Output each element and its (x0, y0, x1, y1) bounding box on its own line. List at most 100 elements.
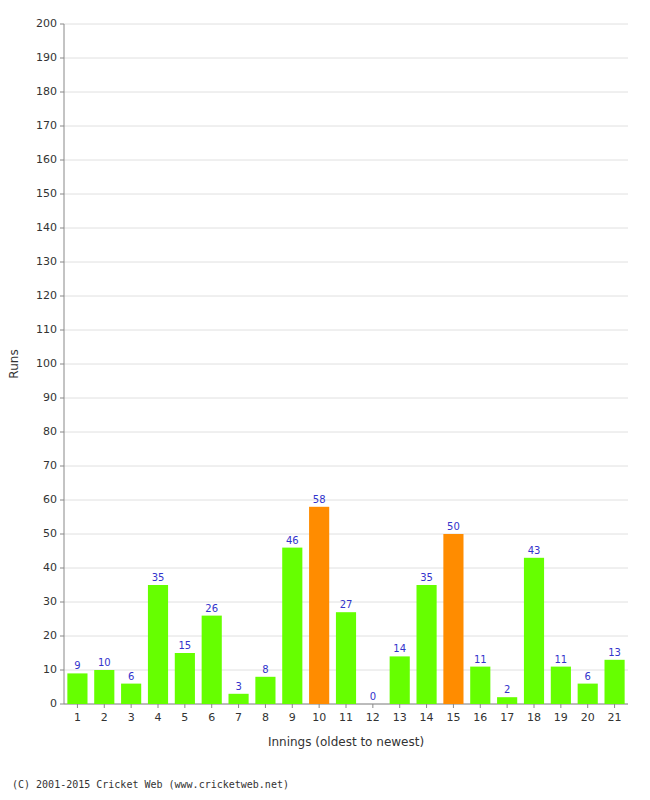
data-labels: 91063515263846582701435501124311613 (74, 494, 621, 702)
y-tick-label: 120 (36, 289, 57, 302)
chart-svg: 0102030405060708090100110120130140150160… (0, 0, 650, 800)
y-tick (60, 126, 64, 127)
grid-line (64, 466, 628, 467)
y-tick-label: 200 (36, 17, 57, 30)
y-tick-label: 110 (36, 323, 57, 336)
y-tick-label: 40 (43, 561, 57, 574)
y-tick-label: 20 (43, 629, 57, 642)
bars (67, 507, 624, 704)
bar (390, 656, 410, 704)
bar (578, 684, 598, 704)
x-tick (614, 704, 615, 708)
y-tick-label: 70 (43, 459, 57, 472)
y-tick-label: 30 (43, 595, 57, 608)
bar (121, 684, 141, 704)
y-axis-line (64, 24, 65, 704)
x-tick-label: 17 (500, 711, 514, 724)
y-tick (60, 500, 64, 501)
bar (309, 507, 329, 704)
grid-line (64, 398, 628, 399)
bar (336, 612, 356, 704)
x-tick-label: 13 (393, 711, 407, 724)
y-tick (60, 568, 64, 569)
data-label: 10 (98, 657, 111, 668)
data-label: 11 (554, 654, 567, 665)
bar (605, 660, 625, 704)
x-tick-label: 5 (181, 711, 188, 724)
data-label: 8 (262, 664, 268, 675)
data-label: 15 (178, 640, 191, 651)
x-tick-label: 3 (128, 711, 135, 724)
grid-line (64, 92, 628, 93)
y-tick-label: 90 (43, 391, 57, 404)
x-tick (104, 704, 105, 708)
grid-line (64, 58, 628, 59)
grid-line (64, 160, 628, 161)
bar (417, 585, 437, 704)
grid-line (64, 432, 628, 433)
x-tick-label: 8 (262, 711, 269, 724)
y-tick (60, 602, 64, 603)
data-label: 35 (152, 572, 165, 583)
y-tick-label: 100 (36, 357, 57, 370)
x-tick-label: 4 (155, 711, 162, 724)
data-label: 9 (74, 660, 80, 671)
x-tick-label: 21 (608, 711, 622, 724)
x-tick (453, 704, 454, 708)
grid-line (64, 500, 628, 501)
x-tick (319, 704, 320, 708)
data-label: 35 (420, 572, 433, 583)
y-tick (60, 330, 64, 331)
grid-line (64, 534, 628, 535)
y-tick-label: 0 (50, 697, 57, 710)
y-tick-label: 180 (36, 85, 57, 98)
x-tick-label: 7 (235, 711, 242, 724)
data-label: 26 (205, 603, 218, 614)
bar (363, 704, 383, 705)
x-tick (507, 704, 508, 708)
x-tick-label: 11 (339, 711, 353, 724)
y-tick-label: 130 (36, 255, 57, 268)
x-tick (238, 704, 239, 708)
y-tick (60, 92, 64, 93)
x-tick (184, 704, 185, 708)
x-tick (587, 704, 588, 708)
x-tick-label: 9 (289, 711, 296, 724)
grid-line (64, 194, 628, 195)
y-tick (60, 432, 64, 433)
x-tick-label: 6 (208, 711, 215, 724)
grid (64, 24, 628, 704)
bar (67, 673, 87, 704)
x-tick-label: 1 (74, 711, 81, 724)
y-tick-label: 50 (43, 527, 57, 540)
bar (443, 534, 463, 704)
bar (148, 585, 168, 704)
data-label: 6 (585, 671, 591, 682)
bar (229, 694, 249, 704)
grid-line (64, 262, 628, 263)
grid-line (64, 364, 628, 365)
data-label: 0 (370, 691, 376, 702)
y-tick-label: 60 (43, 493, 57, 506)
y-tick (60, 364, 64, 365)
x-tick (131, 704, 132, 708)
grid-line (64, 296, 628, 297)
y-tick (60, 534, 64, 535)
x-tick (211, 704, 212, 708)
bar (202, 616, 222, 704)
y-axis-label: Runs (7, 349, 21, 378)
y-tick-label: 190 (36, 51, 57, 64)
x-tick (372, 704, 373, 708)
y-tick-label: 160 (36, 153, 57, 166)
grid-line (64, 228, 628, 229)
bar (470, 667, 490, 704)
y-tick (60, 58, 64, 59)
y-tick-label: 140 (36, 221, 57, 234)
grid-line (64, 24, 628, 25)
x-tick (292, 704, 293, 708)
y-tick (60, 160, 64, 161)
x-tick (480, 704, 481, 708)
y-tick-label: 80 (43, 425, 57, 438)
bar (524, 558, 544, 704)
x-tick-label: 19 (554, 711, 568, 724)
